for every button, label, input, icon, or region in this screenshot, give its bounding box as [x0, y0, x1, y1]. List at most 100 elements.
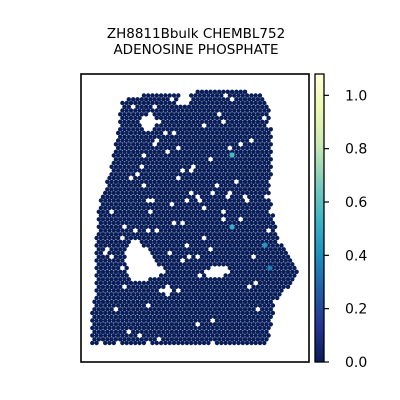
tissue-spot — [109, 269, 114, 274]
tissue-spot — [182, 149, 187, 154]
tissue-spot — [126, 239, 131, 244]
tissue-spot — [176, 258, 181, 263]
tissue-spot — [234, 127, 239, 132]
tissue-spot — [225, 112, 230, 117]
tissue-spot — [139, 217, 144, 222]
tissue-spot — [197, 265, 202, 271]
tissue-spot — [221, 142, 226, 147]
tissue-spot — [113, 217, 119, 222]
tissue-spot — [143, 172, 149, 177]
tissue-spot — [257, 205, 263, 211]
tissue-spot — [197, 183, 202, 188]
colorbar-tick-label: 1.0 — [345, 88, 367, 104]
tissue-spot — [126, 119, 131, 125]
tissue-spot — [92, 329, 97, 334]
tissue-spot — [193, 160, 198, 166]
tissue-spot — [244, 168, 250, 173]
tissue-spot — [199, 119, 205, 125]
tissue-spot — [152, 232, 157, 237]
tissue-spot — [229, 337, 235, 342]
tissue-spot — [197, 123, 202, 128]
tissue-spot — [232, 303, 237, 308]
tissue-spot — [126, 217, 131, 222]
tissue-spot — [131, 284, 136, 289]
tissue-spots — [90, 89, 299, 346]
tissue-spot — [171, 175, 177, 181]
tissue-spot — [279, 273, 284, 278]
tissue-spot — [285, 269, 291, 274]
tissue-spot — [103, 295, 108, 301]
tissue-spot — [272, 239, 278, 244]
tissue-spot — [195, 142, 200, 147]
tissue-spot — [290, 269, 295, 274]
tissue-spot — [268, 299, 273, 304]
tissue-spot — [113, 269, 119, 274]
tissue-spot — [234, 232, 239, 237]
tissue-spot — [232, 318, 237, 323]
tissue-spot — [118, 284, 123, 289]
tissue-spot — [189, 100, 194, 106]
tissue-spot — [111, 213, 117, 218]
tissue-spot — [212, 307, 218, 312]
tissue-spot — [126, 202, 131, 207]
tissue-spot — [103, 198, 108, 203]
tissue-spot — [262, 303, 267, 308]
tissue-spot — [171, 93, 177, 98]
tissue-spot — [249, 303, 254, 308]
tissue-spot — [281, 254, 286, 259]
tissue-spot — [165, 337, 170, 342]
tissue-spot — [217, 134, 222, 139]
tissue-spot — [131, 187, 136, 192]
tissue-spot — [107, 295, 112, 301]
tissue-spot — [257, 100, 263, 106]
tissue-spot — [152, 307, 157, 312]
tissue-spot — [113, 164, 119, 169]
tissue-spot — [238, 112, 243, 117]
tissue-spot — [131, 314, 136, 319]
tissue-spot — [219, 145, 224, 151]
tissue-spot — [262, 295, 267, 301]
tissue-spot — [244, 258, 250, 263]
tissue-spot — [260, 157, 265, 162]
tissue-spot — [238, 179, 243, 184]
tissue-spot — [234, 112, 239, 117]
tissue-spot — [236, 168, 241, 173]
tissue-spot — [193, 318, 198, 323]
tissue-spot — [135, 149, 140, 154]
tissue-spot — [90, 325, 95, 331]
tissue-spot — [281, 277, 286, 282]
tissue-spot — [182, 322, 187, 327]
tissue-spot — [156, 134, 162, 139]
tissue-spot — [103, 333, 108, 338]
tissue-spot — [195, 89, 200, 95]
tissue-spot — [186, 337, 192, 342]
tissue-spot — [197, 340, 202, 346]
tissue-spot — [161, 157, 166, 162]
tissue-spot — [109, 247, 114, 252]
tissue-spot — [174, 202, 179, 207]
tissue-spot — [133, 318, 138, 323]
tissue-spot — [131, 322, 136, 327]
tissue-spot — [201, 288, 207, 293]
tissue-spot — [217, 119, 222, 125]
tissue-spot — [150, 183, 155, 188]
tissue-spot — [143, 104, 149, 110]
tissue-spot — [199, 97, 205, 102]
tissue-spot — [139, 284, 144, 289]
tissue-spot — [212, 89, 218, 95]
tissue-spot — [272, 247, 278, 252]
tissue-spot — [113, 202, 119, 207]
tissue-spot — [275, 273, 280, 278]
tissue-spot — [115, 198, 121, 203]
tissue-spot — [210, 325, 215, 331]
tissue-spot — [150, 190, 155, 196]
tissue-spot — [285, 254, 291, 259]
tissue-spot — [225, 224, 230, 229]
tissue-spot — [154, 100, 159, 106]
tissue-spot — [167, 310, 172, 316]
tissue-spot — [214, 288, 220, 293]
tissue-spot — [180, 288, 185, 293]
tissue-spot — [206, 213, 211, 218]
tissue-spot — [163, 100, 168, 106]
tissue-spot — [133, 153, 138, 158]
